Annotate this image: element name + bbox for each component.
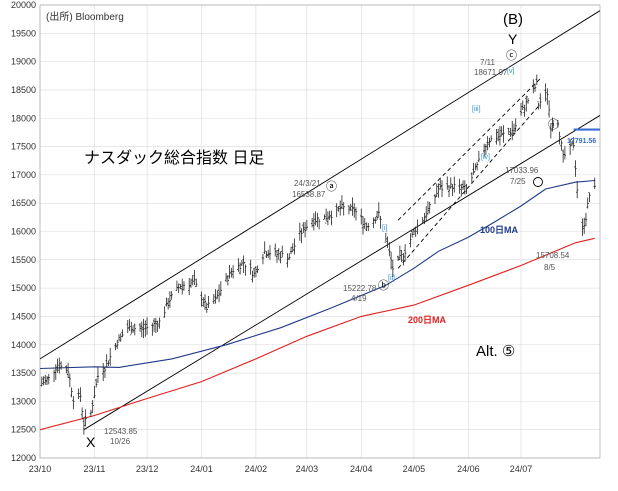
y-tick-label: 12500 [11, 425, 36, 435]
x-tick-label: 24/01 [190, 464, 213, 474]
x-tick-label: 23/10 [29, 464, 52, 474]
wave-iv-label: [iv] [481, 154, 490, 161]
y-tick-label: 16000 [11, 227, 36, 237]
y-tick-label: 12000 [11, 453, 36, 463]
x-tick-label: 24/07 [510, 464, 533, 474]
y-tick-label: 17500 [11, 142, 36, 152]
low2-value: 15222.78 [343, 284, 377, 293]
chart-title: ナスダック総合指数 日足 [84, 149, 264, 167]
ma200-label: 200日MA [408, 315, 447, 325]
y-axis: 12000 12500 13000 13500 14000 14500 15000 15500… [11, 0, 36, 463]
y-tick-label: 13500 [11, 368, 36, 378]
trendline-channel-upper [40, 10, 600, 360]
wave-a-marker: ⓐ [326, 180, 337, 193]
trendlines [40, 10, 600, 431]
wave-b-label: (B) [503, 11, 523, 28]
low3-value: 15708.54 [536, 251, 570, 260]
wave-y-label: Y [508, 31, 518, 47]
x-axis: 23/10 23/11 23/12 24/01 24/02 24/03 24/04 24/05… [29, 464, 533, 474]
wave-marker-circle [533, 177, 543, 187]
high2-value: 18671.07 [474, 68, 508, 77]
y-tick-label: 13000 [11, 396, 36, 406]
low3-date: 8/5 [544, 263, 556, 272]
ma100-label: 100日MA [480, 225, 519, 235]
ma-line [40, 237, 595, 431]
y-tick-label: 18500 [11, 85, 36, 95]
x-tick-label: 24/02 [245, 464, 268, 474]
y-tick-label: 15500 [11, 255, 36, 265]
high1-date: 24/3/21 [294, 179, 321, 188]
y-tick-label: 19000 [11, 57, 36, 67]
y-tick-label: 20000 [11, 0, 36, 10]
wave-iii-label: [iii] [472, 106, 481, 113]
wave-c-marker: ⓒ [506, 49, 517, 62]
y-tick-label: 14000 [11, 340, 36, 350]
moving-averages [40, 179, 595, 431]
alt-5-label: Alt. ⑤ [476, 343, 515, 360]
wave-v-label: [v] [507, 68, 514, 75]
x-tick-label: 24/04 [350, 464, 373, 474]
low2-date: 4/19 [351, 294, 367, 303]
x-tick-label: 23/11 [83, 464, 105, 474]
y-tick-label: 16500 [11, 198, 36, 208]
trendline-inner-lower-dashed [397, 103, 541, 269]
ma-line [40, 179, 595, 370]
y-tick-label: 18000 [11, 113, 36, 123]
y-tick-label: 14500 [11, 311, 36, 321]
plot-frame [39, 4, 601, 459]
price-bars [40, 74, 596, 435]
trendline-inner-upper-dashed [397, 78, 541, 221]
y-tick-label: 15000 [11, 283, 36, 293]
trendline-channel-lower [83, 115, 600, 431]
y-tick-label: 19500 [11, 28, 36, 38]
wave-b-marker: ⓑ [378, 279, 389, 292]
low1-value: 12543.85 [104, 427, 138, 436]
high1-value: 16538.87 [292, 190, 326, 199]
x-tick-label: 24/06 [457, 464, 480, 474]
wave-i-circle-marker: ⓘ [548, 118, 559, 131]
mid-value: 17033.96 [505, 166, 539, 175]
low1-date: 10/26 [110, 437, 131, 446]
source-label: (出所) Bloomberg [46, 10, 124, 23]
resistance-value: 17791.56 [567, 138, 596, 145]
mid-date: 7/25 [510, 177, 526, 186]
x-tick-label: 24/05 [403, 464, 426, 474]
x-tick-label: 23/12 [136, 464, 159, 474]
wave-i-label: [i] [382, 225, 388, 232]
wave-x-label: X [86, 434, 96, 450]
y-tick-label: 17000 [11, 170, 36, 180]
x-tick-label: 24/03 [296, 464, 319, 474]
high2-date: 7/11 [480, 58, 496, 67]
wave-ii-label: [ii] [388, 275, 395, 282]
